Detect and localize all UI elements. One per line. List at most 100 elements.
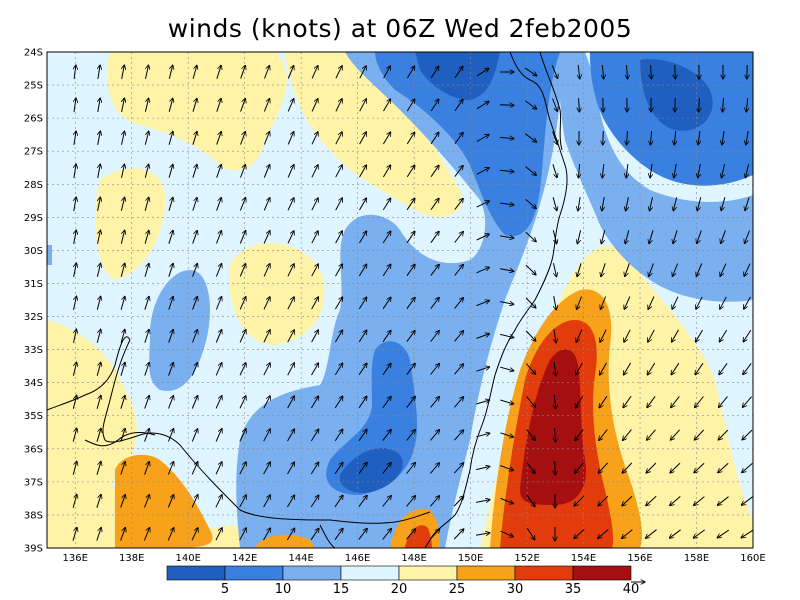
wind-arrow — [74, 98, 76, 112]
wind-arrow — [382, 462, 391, 474]
wind-arrow — [263, 330, 270, 343]
wind-arrow — [743, 329, 752, 342]
wind-arrow — [239, 198, 245, 211]
wind-arrow — [526, 527, 535, 540]
wind-arrow — [650, 164, 652, 178]
wind-arrow — [525, 297, 536, 308]
wind-arrow — [335, 264, 343, 277]
wind-arrow — [695, 362, 704, 375]
wind-arrow — [334, 462, 343, 475]
wind-arrow — [335, 231, 343, 244]
wind-arrow — [603, 130, 604, 145]
wind-arrow — [624, 296, 631, 310]
wind-arrow — [696, 296, 703, 309]
wind-arrow — [650, 130, 651, 145]
wind-arrow — [216, 65, 221, 79]
wind-arrow — [500, 203, 514, 205]
wind-arrow — [693, 529, 705, 538]
wind-arrow — [311, 330, 319, 343]
wind-arrow — [745, 164, 750, 178]
wind-arrow — [454, 66, 463, 79]
wind-arrow — [722, 131, 724, 145]
wind-arrow — [430, 198, 439, 210]
latitude-label: 26S — [24, 114, 43, 125]
latitude-label: 27S — [24, 147, 43, 158]
wind-arrow — [454, 198, 463, 210]
wind-arrow — [743, 363, 752, 374]
latitude-label: 31S — [24, 279, 43, 290]
wind-arrow — [406, 66, 414, 79]
wind-arrow — [144, 98, 148, 112]
wind-arrow — [311, 231, 318, 244]
wind-arrow — [98, 65, 100, 79]
wind-arrow — [168, 296, 173, 310]
wind-arrow — [215, 495, 222, 508]
wind-arrow — [311, 297, 319, 310]
wind-arrow — [168, 65, 172, 79]
wind-arrow — [310, 528, 319, 541]
wind-arrow — [454, 430, 463, 441]
wind-arrow — [454, 397, 463, 408]
wind-arrow — [311, 66, 318, 79]
wind-arrow — [454, 364, 464, 375]
latitude-label: 28S — [24, 180, 43, 191]
wind-arrow — [167, 495, 173, 508]
latitude-label: 37S — [24, 477, 43, 488]
latitude-label: 34S — [24, 378, 43, 389]
wind-arrow — [334, 429, 343, 442]
wind-arrow — [382, 264, 391, 277]
wind-arrow — [554, 296, 557, 310]
wind-arrow — [745, 230, 750, 244]
wind-arrow — [167, 528, 174, 541]
wind-arrow — [96, 329, 100, 343]
wind-arrow — [741, 496, 753, 505]
wind-arrow — [215, 396, 222, 409]
wind-arrow — [476, 234, 490, 241]
wind-arrow — [263, 462, 271, 475]
wind-arrow — [192, 131, 197, 145]
wind-arrow — [73, 296, 77, 310]
wind-arrow — [699, 97, 700, 112]
wind-arrow — [382, 429, 391, 441]
wind-arrow — [334, 297, 342, 310]
wind-arrow — [144, 461, 150, 475]
wind-arrow — [192, 164, 197, 178]
wind-arrow — [476, 300, 490, 307]
wind-arrow — [144, 263, 149, 277]
wind-arrow — [191, 396, 197, 409]
wind-arrow — [622, 462, 633, 473]
wind-arrow — [575, 429, 584, 440]
wind-arrow — [552, 98, 558, 112]
colorbar-label: 15 — [333, 582, 350, 597]
wind-arrow — [383, 99, 391, 112]
wind-arrow — [358, 363, 367, 376]
wind-arrow — [144, 131, 148, 145]
wind-arrow — [96, 296, 100, 310]
wind-arrow — [406, 430, 416, 441]
wind-arrow — [263, 297, 270, 310]
wind-arrow — [96, 263, 100, 277]
wind-arrow — [430, 132, 439, 145]
wind-arrow — [476, 500, 490, 503]
wind-arrow — [215, 297, 221, 310]
wind-arrow — [120, 296, 125, 310]
latitude-label: 35S — [24, 411, 43, 422]
wind-arrow — [430, 66, 439, 79]
wind-arrow — [191, 528, 198, 541]
wind-arrow — [216, 197, 222, 211]
wind-arrow — [311, 165, 318, 178]
wind-arrow — [74, 263, 77, 277]
wind-arrow — [500, 530, 514, 537]
wind-arrow — [499, 105, 514, 106]
wind-arrow — [669, 529, 681, 538]
wind-arrow — [311, 198, 318, 211]
wind-arrow — [263, 99, 269, 112]
wind-arrow — [382, 297, 391, 310]
wind-arrow — [430, 231, 439, 243]
wind-arrow — [144, 296, 149, 310]
colorbar-swatch — [282, 565, 342, 581]
wind-arrow — [675, 64, 676, 79]
longitude-label: 144E — [288, 553, 313, 564]
wind-arrow — [600, 329, 607, 343]
wind-arrow — [120, 494, 126, 508]
